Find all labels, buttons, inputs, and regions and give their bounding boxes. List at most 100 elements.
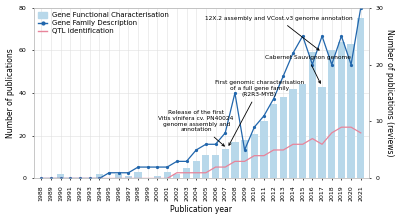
QTL identification	[223, 166, 228, 168]
Gene Family Description	[329, 63, 334, 66]
Bar	[57, 174, 64, 178]
QTL identification	[155, 177, 160, 180]
Gene Family Description	[349, 63, 354, 66]
Gene Family Description	[174, 160, 179, 163]
Bar	[183, 168, 190, 178]
Gene Family Description	[116, 171, 121, 174]
QTL identification	[87, 177, 92, 180]
Gene Family Description	[48, 177, 53, 180]
QTL identification	[174, 171, 179, 174]
QTL identification	[310, 137, 315, 140]
Line: Gene Family Description: Gene Family Description	[40, 7, 362, 179]
Bar	[96, 174, 103, 178]
Bar	[164, 172, 171, 178]
Gene Family Description	[39, 177, 44, 180]
QTL identification	[320, 143, 324, 146]
Bar	[115, 174, 122, 178]
Bar	[260, 121, 268, 178]
QTL identification	[48, 177, 53, 180]
QTL identification	[262, 154, 266, 157]
Gene Family Description	[281, 75, 286, 77]
QTL identification	[107, 177, 112, 180]
QTL identification	[339, 126, 344, 128]
Line: QTL identification: QTL identification	[41, 127, 361, 178]
Bar	[231, 142, 238, 178]
Gene Family Description	[300, 35, 305, 37]
Gene Family Description	[87, 177, 92, 180]
Gene Family Description	[242, 149, 247, 151]
Gene Family Description	[271, 97, 276, 100]
Gene Family Description	[290, 52, 295, 54]
Gene Family Description	[194, 149, 198, 151]
QTL identification	[204, 171, 208, 174]
Bar	[280, 97, 287, 178]
Gene Family Description	[223, 132, 228, 134]
Bar	[328, 50, 335, 178]
QTL identification	[242, 160, 247, 163]
Bar	[338, 42, 345, 178]
QTL identification	[358, 132, 363, 134]
Legend: Gene Functional Characterisation, Gene Family Description, QTL identification: Gene Functional Characterisation, Gene F…	[37, 11, 170, 35]
QTL identification	[184, 171, 189, 174]
QTL identification	[68, 177, 73, 180]
Gene Family Description	[358, 6, 363, 9]
Gene Family Description	[58, 177, 63, 180]
Bar	[192, 161, 200, 178]
QTL identification	[281, 149, 286, 151]
QTL identification	[126, 177, 131, 180]
Bar	[222, 148, 229, 178]
Bar	[202, 155, 210, 178]
Bar	[125, 176, 132, 178]
Bar	[348, 44, 355, 178]
Bar	[289, 89, 297, 178]
Bar	[270, 104, 277, 178]
Bar	[154, 176, 161, 178]
Bar	[251, 134, 258, 178]
Text: First genomic characterisation
of a full gene family
(R2R3-MYB): First genomic characterisation of a full…	[214, 80, 304, 145]
Gene Family Description	[155, 166, 160, 168]
QTL identification	[194, 171, 198, 174]
QTL identification	[116, 177, 121, 180]
QTL identification	[252, 154, 257, 157]
Bar	[318, 87, 326, 178]
Gene Family Description	[145, 166, 150, 168]
Gene Family Description	[107, 171, 112, 174]
QTL identification	[165, 177, 170, 180]
QTL identification	[349, 126, 354, 128]
Gene Family Description	[262, 114, 266, 117]
Y-axis label: Number of publications: Number of publications	[6, 48, 14, 138]
Gene Family Description	[232, 92, 237, 94]
Bar	[212, 155, 219, 178]
Gene Family Description	[252, 126, 257, 128]
Gene Family Description	[78, 177, 82, 180]
QTL identification	[145, 177, 150, 180]
Gene Family Description	[136, 166, 140, 168]
QTL identification	[213, 166, 218, 168]
QTL identification	[58, 177, 63, 180]
QTL identification	[329, 132, 334, 134]
Bar	[241, 140, 248, 178]
QTL identification	[290, 143, 295, 146]
QTL identification	[39, 177, 44, 180]
Bar	[173, 174, 180, 178]
Text: 12X.2 assembly and VCost.v3 genome annotation: 12X.2 assembly and VCost.v3 genome annot…	[205, 16, 352, 50]
Text: Cabernet Sauvignon genome: Cabernet Sauvignon genome	[264, 55, 350, 83]
QTL identification	[136, 177, 140, 180]
Gene Family Description	[97, 177, 102, 180]
Bar	[299, 84, 306, 178]
Gene Family Description	[68, 177, 73, 180]
Gene Family Description	[310, 63, 315, 66]
QTL identification	[78, 177, 82, 180]
Text: Release of the first
Vitis vinifera cv. PN40024
genome assembly and
annotation: Release of the first Vitis vinifera cv. …	[158, 110, 234, 146]
Bar	[134, 172, 142, 178]
Gene Family Description	[320, 35, 324, 37]
Y-axis label: Number of publications (reviews): Number of publications (reviews)	[386, 29, 394, 157]
Gene Family Description	[213, 143, 218, 146]
Bar	[357, 18, 364, 178]
Gene Family Description	[184, 160, 189, 163]
X-axis label: Publication year: Publication year	[170, 205, 232, 214]
QTL identification	[300, 143, 305, 146]
Gene Family Description	[204, 143, 208, 146]
QTL identification	[232, 160, 237, 163]
Gene Family Description	[165, 166, 170, 168]
